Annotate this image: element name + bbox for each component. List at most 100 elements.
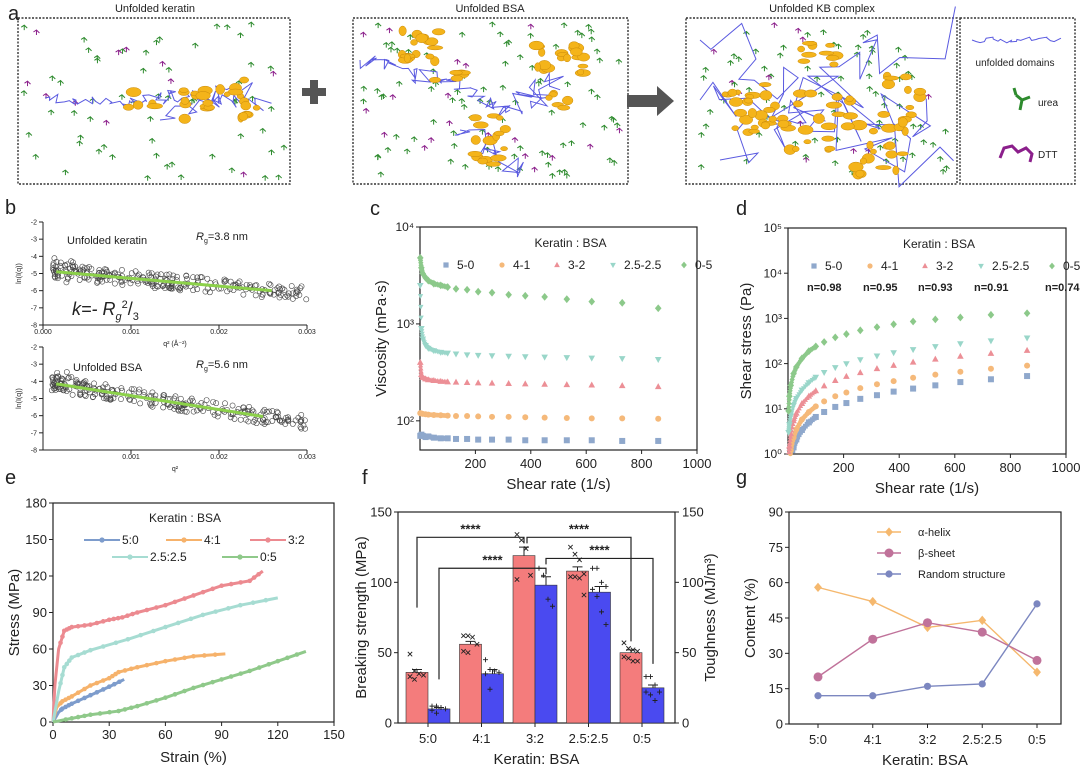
- urea-molecule: [610, 116, 617, 123]
- helix-domain: [577, 63, 589, 69]
- dtt-molecule: [511, 137, 519, 143]
- x-tick-label: 400: [888, 460, 910, 475]
- data-point: [110, 395, 117, 402]
- data-point: [81, 391, 88, 398]
- replicate-point: [545, 596, 551, 602]
- data-point-2.5:2.5: [61, 664, 67, 670]
- data-point-4-1: [798, 419, 803, 425]
- urea-molecule: [119, 48, 126, 54]
- data-point-2.5-2.5: [474, 352, 482, 359]
- dtt-molecule: [446, 120, 453, 126]
- y-tick-label: 30: [33, 678, 47, 693]
- legend-marker: [499, 262, 505, 268]
- data-point-2.5-2.5: [418, 315, 424, 321]
- urea-molecule: [792, 140, 799, 147]
- dtt-molecule: [521, 153, 529, 159]
- data-point: [240, 291, 247, 298]
- urea-molecule: [872, 90, 880, 97]
- data-point: [213, 400, 220, 407]
- data-point: [293, 286, 300, 293]
- urea-molecule: [702, 123, 710, 130]
- data-point: [198, 274, 205, 281]
- y-tick-label: 120: [25, 569, 47, 584]
- data-point-3-2: [787, 437, 793, 442]
- data-point-0:5: [266, 661, 272, 667]
- rg-annotation: Rg=5.6 nm: [196, 359, 248, 373]
- dtt-molecule: [123, 46, 130, 53]
- data-point-4-1: [541, 414, 548, 421]
- replicate-point: [541, 572, 546, 578]
- urea-molecule: [458, 98, 466, 104]
- urea-molecule: [596, 57, 604, 64]
- data-point: [172, 393, 179, 400]
- bar-Breaking strength: [459, 643, 482, 724]
- data-point-2.5-2.5: [521, 354, 529, 361]
- data-point-β-sheet: [1032, 655, 1042, 665]
- y-tick-label: 90: [33, 605, 47, 620]
- urea-molecule: [613, 122, 621, 129]
- data-point-2.5:2.5: [238, 602, 243, 608]
- y-tick-label: 10²: [397, 414, 414, 428]
- urea-molecule: [378, 94, 386, 100]
- helix-domain: [403, 53, 411, 63]
- helix-domain: [904, 85, 912, 94]
- data-point: [190, 408, 197, 415]
- x-tick-label: 0.001: [122, 454, 140, 461]
- data-point-0-5: [873, 323, 881, 332]
- replicate-point: [465, 633, 471, 639]
- urea-molecule: [388, 41, 396, 47]
- replicate-point: [416, 671, 422, 677]
- n-value: n=0.91: [974, 282, 1009, 294]
- data-point: [266, 280, 272, 287]
- urea-molecule: [62, 169, 69, 176]
- replicate-point: [567, 574, 574, 580]
- replicate-point: [657, 689, 662, 695]
- helix-domain: [824, 145, 836, 152]
- data-point: [260, 417, 267, 423]
- urea-molecule: [109, 154, 116, 160]
- dtt-molecule: [454, 58, 461, 65]
- urea-molecule: [502, 60, 509, 67]
- helix-domain: [792, 100, 804, 108]
- data-point-4:1: [122, 668, 128, 673]
- data-point: [104, 384, 111, 391]
- data-point-5-0: [541, 437, 548, 444]
- data-point-4-1: [843, 389, 850, 396]
- data-point-3-2: [541, 380, 548, 387]
- data-point-4:1: [212, 652, 218, 657]
- y-tick-label: 0: [385, 716, 392, 731]
- y-tick-label: 10¹: [765, 402, 782, 416]
- urea-molecule: [549, 172, 556, 179]
- data-point-0-5: [654, 304, 662, 313]
- data-point-4:1: [88, 683, 93, 688]
- replicate-point: [630, 658, 636, 664]
- data-point-4:1: [154, 660, 159, 666]
- helix-domain: [801, 40, 818, 46]
- helix-domain: [729, 97, 744, 107]
- replicate-point: [518, 537, 525, 543]
- helix-domain: [178, 87, 189, 93]
- urea-molecule: [537, 77, 544, 84]
- helix-domain: [885, 150, 898, 159]
- data-point: [158, 271, 164, 278]
- replicate-point: [594, 593, 600, 599]
- data-point-5-0: [798, 429, 803, 435]
- helix-domain: [485, 161, 501, 167]
- urea-molecule: [585, 23, 592, 30]
- legend-title: Keratin : BSA: [149, 511, 221, 525]
- significance-bracket: [438, 567, 547, 680]
- x-tick-label: 30: [102, 727, 116, 742]
- fit-line: [56, 270, 272, 293]
- urea-molecule: [727, 60, 734, 66]
- helix-domain: [821, 135, 835, 142]
- data-point-4-1: [1024, 362, 1031, 369]
- data-point: [118, 279, 125, 285]
- unfolded-domain: [359, 55, 442, 85]
- helix-domain: [545, 94, 553, 101]
- urea-molecule: [893, 62, 901, 69]
- urea-molecule: [802, 153, 810, 160]
- replicate-point: [625, 645, 632, 651]
- data-point-5-0: [821, 408, 828, 415]
- urea-molecule: [881, 102, 888, 109]
- data-point-3:2: [120, 615, 125, 620]
